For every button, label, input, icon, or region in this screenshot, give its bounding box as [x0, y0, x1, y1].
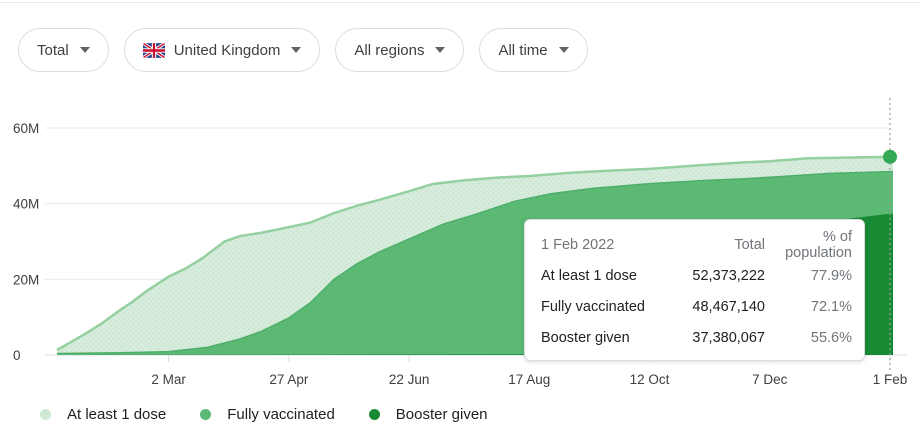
tooltip-row-label: Booster given [541, 329, 630, 346]
time-range-dropdown[interactable]: All time [479, 28, 588, 72]
legend-item-booster: Booster given [368, 406, 488, 423]
top-divider [0, 2, 920, 3]
svg-text:60M: 60M [13, 121, 39, 136]
tooltip-row-pct: 55.6% [810, 329, 852, 346]
tooltip-row-dose1: At least 1 dose 52,373,222 77.9% [541, 260, 852, 291]
tooltip-row-fully: Fully vaccinated 48,467,140 72.1% [541, 291, 852, 322]
svg-text:12 Oct: 12 Oct [630, 372, 670, 387]
legend-label: Booster given [395, 406, 488, 423]
country-dropdown-label: United Kingdom [173, 41, 281, 59]
svg-text:20M: 20M [13, 272, 39, 287]
chart-legend: At least 1 dose Fully vaccinated Booster… [40, 406, 488, 423]
tooltip-row-label: Fully vaccinated [541, 298, 645, 315]
metric-dropdown[interactable]: Total [18, 28, 109, 72]
svg-text:7 Dec: 7 Dec [752, 372, 788, 387]
svg-text:17 Aug: 17 Aug [508, 372, 550, 387]
chevron-down-icon [79, 47, 90, 53]
svg-text:1 Feb: 1 Feb [873, 372, 908, 387]
uk-flag-icon [142, 42, 165, 58]
tooltip-date: 1 Feb 2022 [541, 237, 615, 253]
region-dropdown-label: All regions [354, 41, 425, 59]
tooltip-row-pct: 77.9% [810, 267, 852, 284]
tooltip-total-header: Total [734, 237, 765, 253]
legend-label: Fully vaccinated [227, 406, 335, 423]
booster-dot-icon [368, 409, 380, 420]
tooltip-row-pct: 72.1% [810, 298, 852, 315]
tooltip-row-total: 48,467,140 [692, 298, 765, 315]
chevron-down-icon [558, 47, 569, 53]
fully-vaccinated-dot-icon [200, 409, 212, 420]
chevron-down-icon [291, 47, 302, 53]
legend-item-fully: Fully vaccinated [200, 406, 335, 423]
svg-text:0: 0 [13, 348, 21, 363]
tooltip-row-total: 37,380,067 [692, 329, 765, 346]
tooltip-row-label: At least 1 dose [541, 267, 637, 284]
legend-item-dose1: At least 1 dose [40, 406, 166, 423]
region-dropdown[interactable]: All regions [335, 28, 465, 72]
dose1-dot-icon [40, 409, 51, 420]
svg-text:27 Apr: 27 Apr [269, 372, 309, 387]
filter-bar: Total United Kingdom All regions [18, 28, 588, 72]
country-dropdown[interactable]: United Kingdom [123, 28, 321, 72]
svg-text:22 Jun: 22 Jun [389, 372, 430, 387]
tooltip-row-total: 52,373,222 [692, 267, 765, 284]
metric-dropdown-label: Total [37, 41, 69, 59]
tooltip-pct-header: % of population [785, 229, 852, 261]
svg-text:40M: 40M [13, 197, 39, 212]
chart-tooltip: 1 Feb 2022 Total % of population At leas… [524, 219, 865, 361]
svg-text:2 Mar: 2 Mar [151, 372, 186, 387]
chevron-down-icon [435, 47, 446, 53]
time-range-dropdown-label: All time [498, 41, 548, 59]
tooltip-row-booster: Booster given 37,380,067 55.6% [541, 322, 852, 353]
legend-label: At least 1 dose [67, 406, 167, 423]
